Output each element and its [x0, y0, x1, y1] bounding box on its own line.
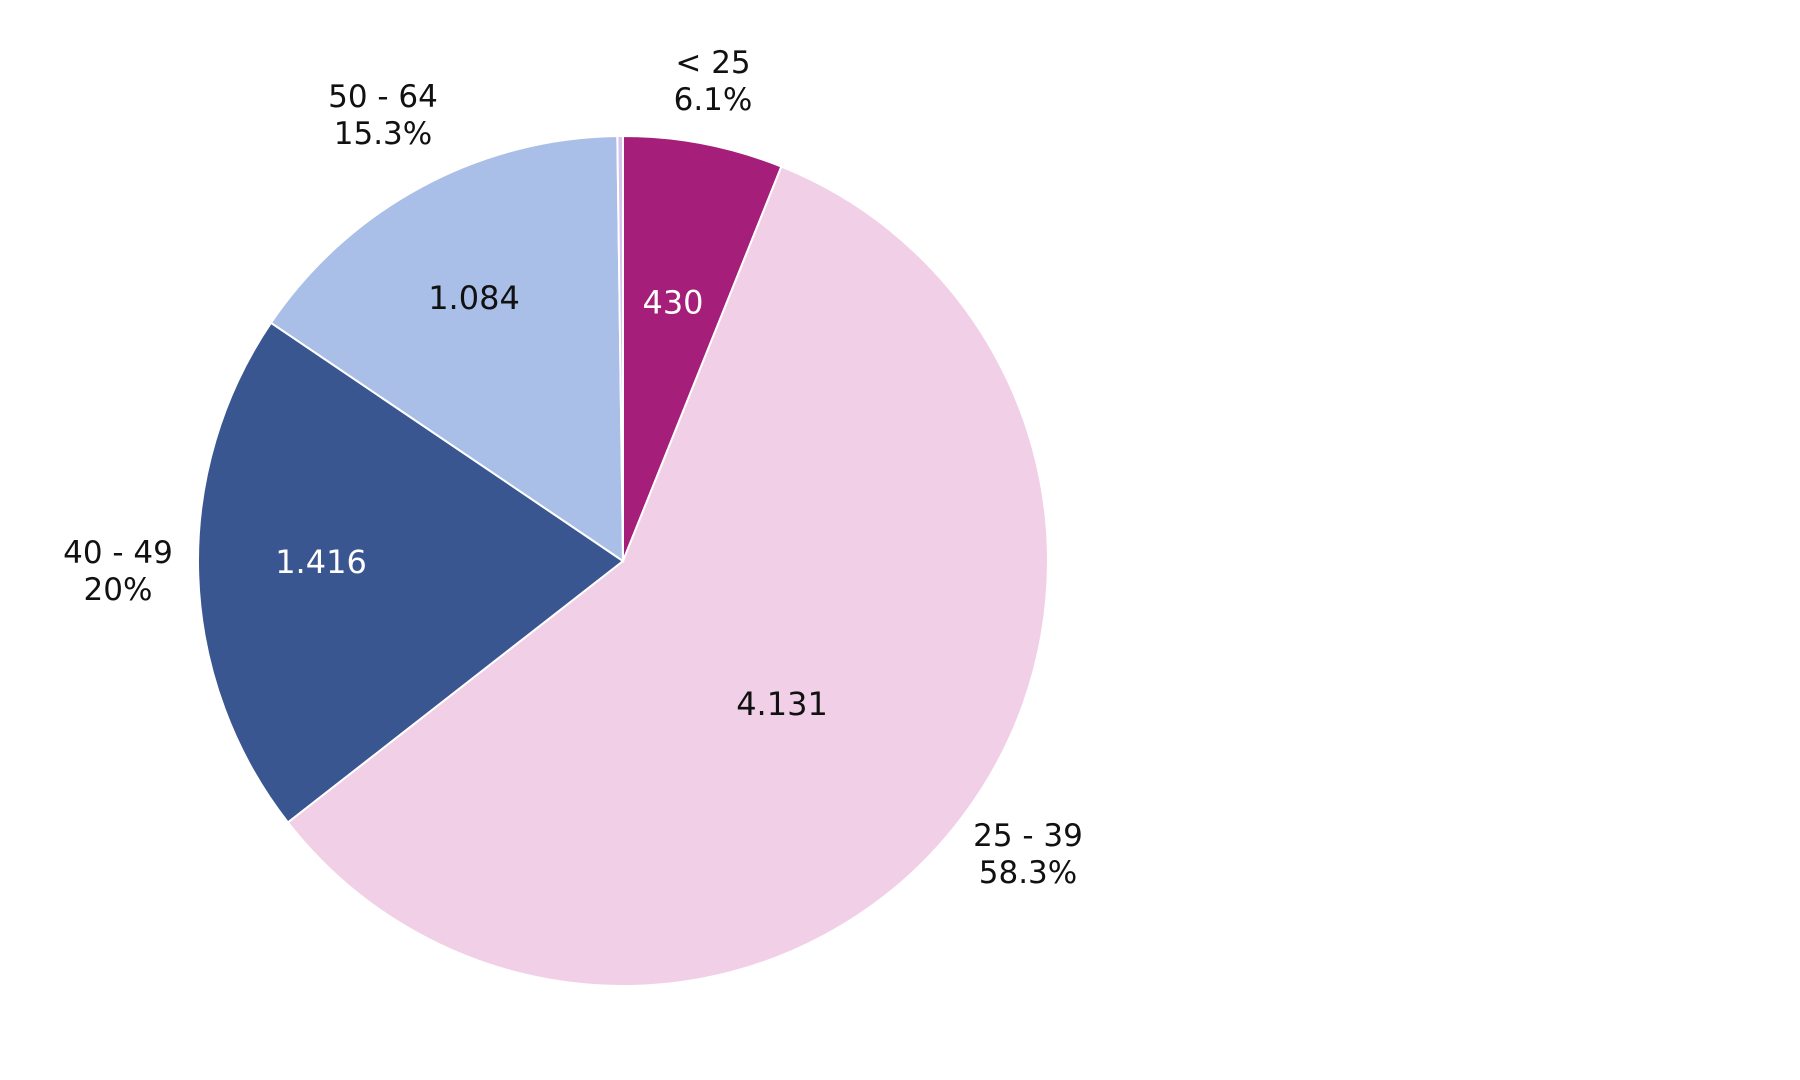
pie-slices	[197, 134, 1049, 987]
slice-category-label-50-64: 50 - 64 15.3%	[328, 79, 438, 152]
slice-percent-label: 20%	[84, 572, 153, 608]
pie-slice-65plus	[616, 134, 624, 562]
slice-category-name: 50 - 64	[328, 79, 438, 115]
slice-percent-label: 58.3%	[979, 855, 1077, 891]
slice-value-label-50-64: 1.084	[428, 279, 520, 317]
slice-category-label-40-49: 40 - 49 20%	[63, 535, 173, 608]
pie-slice-40-49	[197, 321, 625, 824]
slice-category-label-25-39: 25 - 39 58.3%	[973, 818, 1083, 891]
pie-slice-50-64	[269, 135, 625, 563]
slice-percent-label: 15.3%	[334, 116, 432, 152]
slice-category-label-under-25: < 25 6.1%	[674, 45, 753, 118]
pie-slice-under-25	[622, 134, 783, 562]
slice-value-label-25-39: 4.131	[736, 685, 828, 723]
pie-value-labels: 430 4.131 1.416 1.084	[275, 279, 828, 723]
pie-category-labels: < 25 6.1% 25 - 39 58.3% 40 - 49 20% 50 - 64 15.…	[63, 45, 1083, 891]
slice-category-name: 40 - 49	[63, 535, 173, 571]
slice-percent-label: 6.1%	[674, 82, 753, 118]
pie-slice-25-39	[286, 165, 1049, 987]
slice-value-label-40-49: 1.416	[275, 543, 367, 581]
slice-value-label-under-25: 430	[642, 283, 703, 321]
slice-category-name: 25 - 39	[973, 818, 1083, 854]
slice-category-name: < 25	[675, 45, 750, 81]
